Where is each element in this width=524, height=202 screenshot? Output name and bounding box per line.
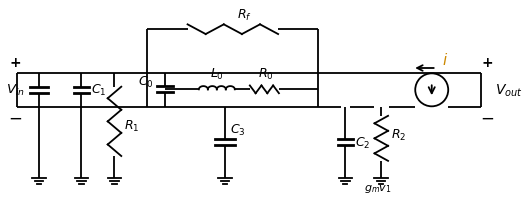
Text: $C_0$: $C_0$	[138, 75, 154, 90]
Text: $R_0$: $R_0$	[258, 66, 274, 81]
Text: $C_3$: $C_3$	[230, 123, 246, 138]
Text: +: +	[10, 56, 21, 70]
Text: −: −	[8, 109, 23, 127]
Text: $V_{in}$: $V_{in}$	[6, 83, 25, 98]
Text: $i$: $i$	[442, 52, 449, 68]
Text: $R_f$: $R_f$	[237, 8, 252, 23]
Text: $R_1$: $R_1$	[124, 118, 139, 133]
Text: $C_1$: $C_1$	[91, 83, 107, 98]
Text: +: +	[481, 56, 493, 70]
Text: $C_2$: $C_2$	[355, 135, 370, 150]
Text: −: −	[480, 109, 494, 127]
Text: $R_2$: $R_2$	[391, 127, 406, 142]
Text: $L_0$: $L_0$	[210, 66, 224, 81]
Text: $g_m v_1$: $g_m v_1$	[365, 182, 392, 194]
Text: $V_{out}$: $V_{out}$	[495, 82, 522, 99]
